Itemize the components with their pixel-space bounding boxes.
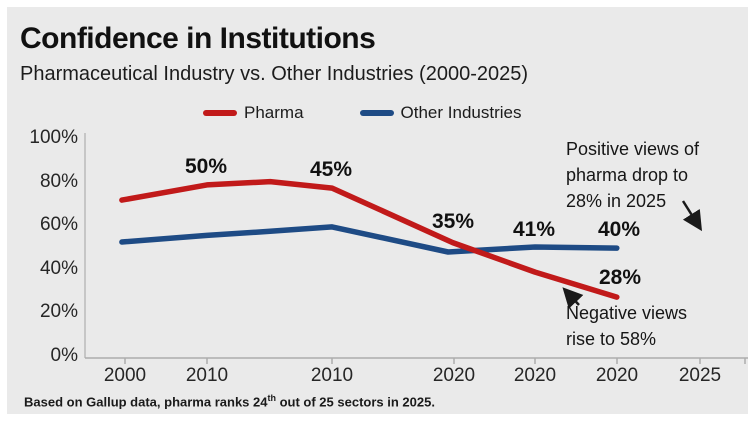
y-axis-label-60: 60% [39,214,78,236]
y-axis-label-80: 80% [39,170,78,192]
negative-annotation-arrow-icon [562,287,584,309]
data-label-other-40: 40% [597,218,641,241]
legend-label-other-industries: Other Industries [400,103,522,122]
x-axis-label-2: 2010 [185,365,229,386]
y-axis-label-40: 40% [39,257,78,279]
x-axis-label-5: 2020 [513,365,557,386]
other-industries-line-swatch-icon [359,110,394,116]
pharma-line [119,178,620,300]
x-axis-label-7: 2025 [678,365,722,386]
x-axis-label-4: 2020 [432,365,476,386]
footnote-text: Based on Gallup data, pharma ranks 24 [24,394,268,410]
footnote-superscript: th [267,393,276,403]
annotation-positive-views: Positive views of pharma drop to 28% in … [566,139,700,211]
data-label-pharma-50: 50% [184,155,228,178]
other-industries-line [119,224,620,255]
y-axis-label-0: 0% [50,345,78,366]
data-label-pharma-45: 45% [309,158,353,181]
page-subtitle: Pharmaceutical Industry vs. Other Indust… [20,63,529,85]
y-axis-label-20: 20% [39,301,78,323]
footnote: Based on Gallup data, pharma ranks 24th … [24,393,435,409]
data-label-pharma-28: 28% [598,266,642,289]
legend-label-pharma: Pharma [244,103,304,122]
x-axis-label-1: 2000 [103,365,147,386]
y-axis-label-100: 100% [29,127,78,148]
data-label-other-41: 41% [512,218,556,241]
data-label-pharma-35: 35% [431,210,475,233]
page-title: Confidence in Institutions [20,22,376,55]
pharma-line-swatch-icon [203,110,237,116]
x-axis-label-6: 2020 [595,365,639,386]
x-axis-ticks [124,358,746,364]
footnote-text-end: out of 25 sectors in 2025. [275,394,435,410]
legend-item-other-industries: Other Industries [359,103,522,123]
legend-item-pharma: Pharma [203,103,304,123]
annotation-negative-views: Negative views rise to 58% [566,303,688,349]
x-axis-label-3: 2010 [310,365,354,386]
legend: Pharma Other Industries [203,103,521,123]
positive-annotation-arrow-icon [681,200,702,232]
